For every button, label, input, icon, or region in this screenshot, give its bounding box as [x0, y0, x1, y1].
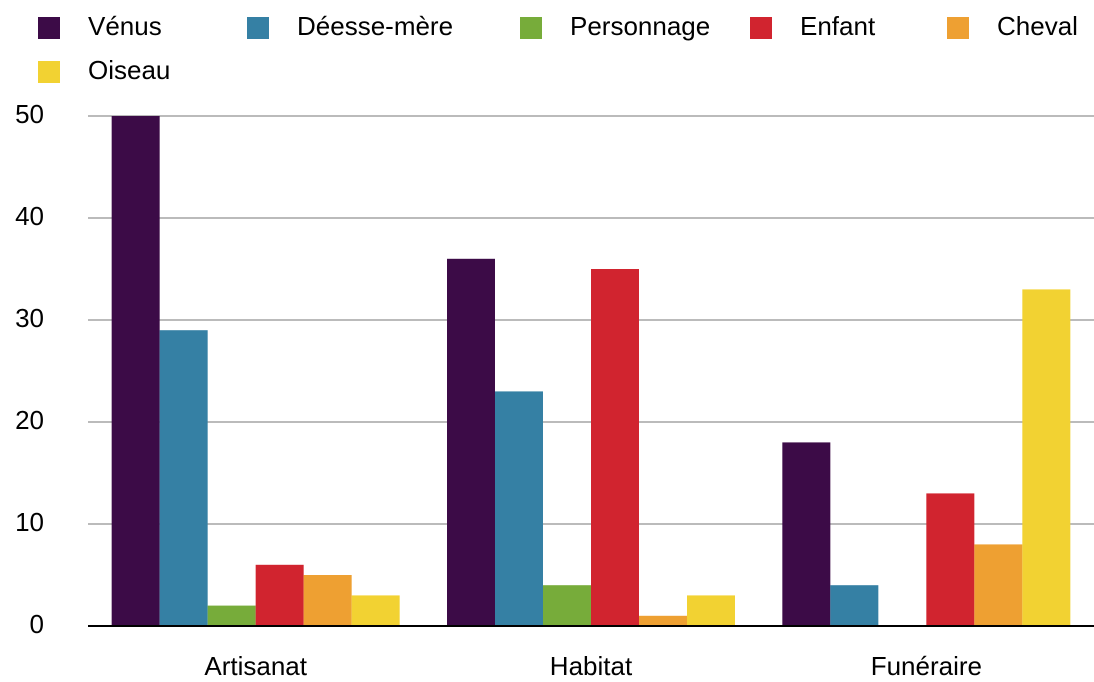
y-tick-label: 0 — [30, 609, 44, 639]
y-tick-label: 40 — [15, 201, 44, 231]
bar — [111, 116, 160, 626]
bar — [782, 442, 831, 626]
y-tick-label: 10 — [15, 507, 44, 537]
x-tick-label: Artisanat — [204, 651, 307, 681]
bar — [207, 605, 256, 626]
bar — [639, 615, 687, 626]
y-tick-label: 50 — [15, 99, 44, 129]
x-tick-label: Funéraire — [871, 651, 982, 681]
bar — [255, 564, 304, 626]
legend-swatch — [38, 61, 60, 83]
bar — [159, 330, 208, 626]
legend-label: Vénus — [88, 11, 162, 41]
bar — [495, 391, 543, 626]
bar — [351, 595, 400, 626]
bar — [303, 575, 352, 626]
bar — [447, 258, 495, 626]
legend-swatch — [520, 17, 542, 39]
legend-swatch — [247, 17, 269, 39]
legend-swatch — [750, 17, 772, 39]
bar — [591, 269, 639, 626]
legend-label: Déesse-mère — [297, 11, 453, 41]
bar — [926, 493, 975, 626]
bar — [830, 585, 879, 626]
legend-label: Oiseau — [88, 55, 170, 85]
x-tick-label: Habitat — [550, 651, 633, 681]
legend-label: Personnage — [570, 11, 710, 41]
legend-label: Enfant — [800, 11, 876, 41]
y-tick-label: 20 — [15, 405, 44, 435]
legend-swatch — [947, 17, 969, 39]
bar — [687, 595, 735, 626]
bar — [543, 585, 591, 626]
bar — [974, 544, 1023, 626]
legend-swatch — [38, 17, 60, 39]
legend-label: Cheval — [997, 11, 1078, 41]
y-tick-label: 30 — [15, 303, 44, 333]
bar — [1022, 289, 1071, 626]
